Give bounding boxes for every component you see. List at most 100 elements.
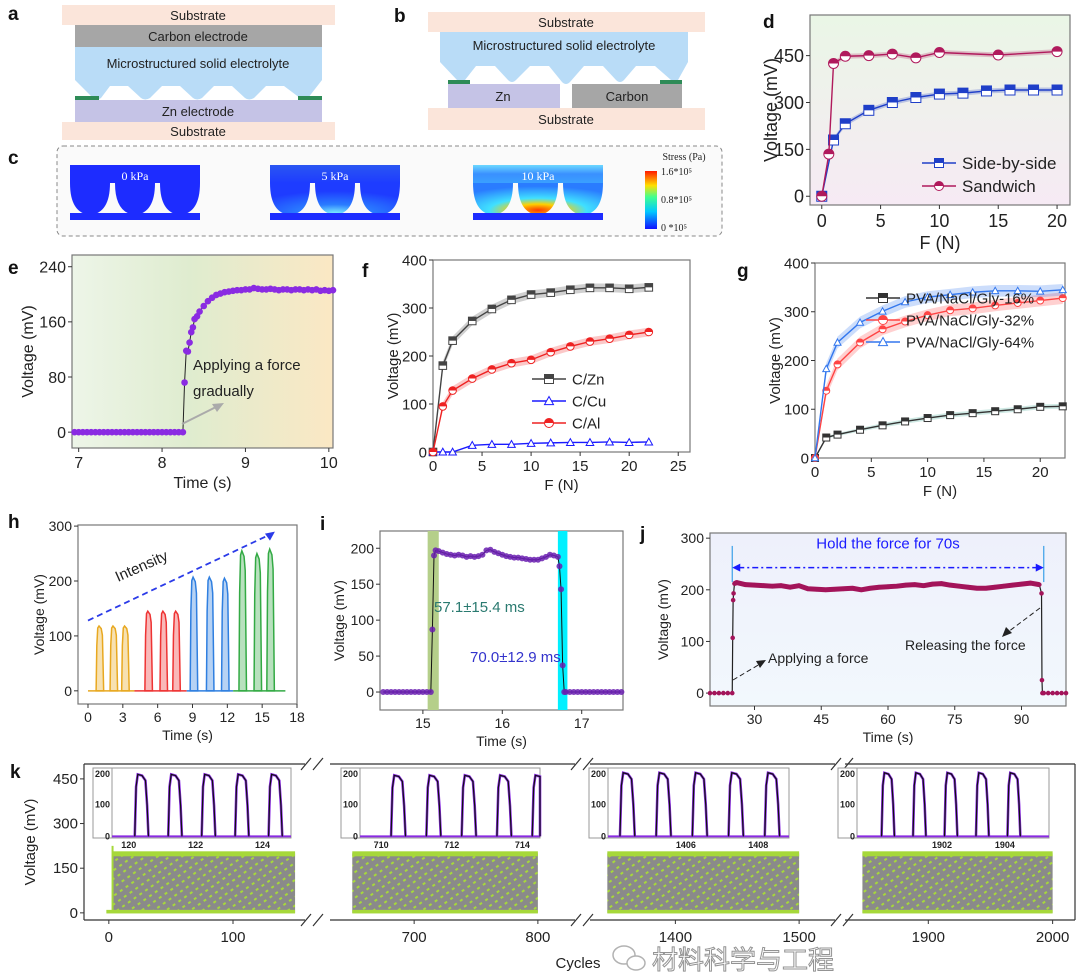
circle-marker-fill bbox=[901, 318, 909, 322]
inset-pulse bbox=[531, 774, 541, 837]
data-point bbox=[1054, 690, 1060, 696]
y-tick-label: 0 bbox=[801, 450, 809, 467]
colorbar-tick-min: 0 *10⁵ bbox=[661, 223, 687, 234]
circle-marker-fill bbox=[586, 337, 594, 342]
data-point bbox=[903, 582, 909, 588]
triangle-marker bbox=[543, 395, 555, 406]
x-tick-label: 0 bbox=[84, 709, 92, 725]
axis-break-icon bbox=[300, 913, 324, 927]
trace-baseline bbox=[352, 909, 538, 914]
x-tick-label: 30 bbox=[747, 711, 763, 727]
pressure-label: 10 kPa bbox=[522, 169, 556, 183]
inset-pulse bbox=[727, 772, 744, 837]
square-marker-fill bbox=[946, 411, 954, 416]
data-point bbox=[1063, 690, 1069, 696]
square-marker-fill bbox=[957, 88, 968, 94]
y-tick-label: 0 bbox=[64, 683, 72, 699]
pulse-peak bbox=[205, 575, 215, 692]
triangle-marker bbox=[810, 453, 820, 462]
axis-break-icon bbox=[300, 757, 324, 771]
annotation-text: gradually bbox=[193, 383, 254, 400]
panel-label-i: i bbox=[320, 514, 325, 535]
data-point bbox=[948, 582, 953, 588]
data-point bbox=[912, 582, 917, 587]
x-axis-label: Time (s) bbox=[173, 475, 231, 492]
inset-pulse bbox=[496, 774, 513, 837]
circle-marker-fill bbox=[448, 386, 457, 391]
data-point bbox=[721, 690, 726, 696]
base-plate bbox=[270, 213, 400, 220]
bottom-substrate bbox=[428, 108, 705, 130]
simulation-0kpa: 0 kPa bbox=[70, 165, 200, 220]
y-tick-label: 100 bbox=[784, 402, 809, 419]
inset-pulse bbox=[880, 771, 896, 837]
data-point bbox=[867, 585, 873, 591]
x-tick-label: 15 bbox=[988, 211, 1008, 231]
inset-y-tick-label: 100 bbox=[840, 800, 855, 810]
trace-peak-envelope bbox=[112, 851, 296, 857]
y-tick-label: 300 bbox=[681, 530, 705, 546]
x-tick-label: 7 bbox=[74, 455, 83, 472]
data-point bbox=[965, 584, 971, 590]
y-tick-label: 0 bbox=[366, 684, 374, 700]
data-point bbox=[181, 379, 188, 386]
data-point bbox=[1010, 582, 1015, 588]
data-point bbox=[778, 583, 784, 588]
data-point bbox=[1001, 583, 1006, 589]
panel-label-j: j bbox=[639, 524, 645, 545]
y-tick-label: 450 bbox=[774, 46, 804, 66]
panel-j-plot: 30 45 60 75 90 0 100 200 300 Time (s) Voltage (mV)… bbox=[655, 530, 1069, 745]
legend-label: C/Zn bbox=[572, 371, 605, 388]
x-tick-label: 8 bbox=[158, 455, 167, 472]
series-line bbox=[432, 286, 649, 453]
inset-x-tick-label: 712 bbox=[444, 840, 459, 850]
inset-plot: 0 100 200 1406 1408 bbox=[588, 767, 790, 850]
triangle-marker bbox=[1013, 286, 1023, 295]
annotation-text: Applying a force bbox=[193, 357, 301, 374]
y-tick-label: 400 bbox=[402, 252, 427, 269]
panel-label-g: g bbox=[737, 261, 749, 282]
data-point bbox=[814, 586, 820, 592]
y-tick-label: 200 bbox=[784, 353, 809, 370]
data-point bbox=[618, 689, 625, 696]
y-tick-label: 200 bbox=[351, 540, 375, 556]
data-point bbox=[805, 586, 811, 592]
square-marker-fill bbox=[878, 293, 888, 298]
square-marker-fill bbox=[1005, 85, 1015, 90]
response-time-band bbox=[557, 531, 568, 710]
plot-frame bbox=[379, 530, 624, 711]
inset-y-tick-label: 0 bbox=[105, 831, 110, 841]
y-tick-label: 400 bbox=[784, 255, 809, 272]
inset-x-tick-label: 714 bbox=[515, 840, 530, 850]
inset-plot: 0 100 200 120 122 124 bbox=[92, 767, 292, 850]
circle-marker-fill bbox=[946, 306, 954, 311]
inset-y-tick-label: 100 bbox=[95, 800, 110, 810]
inset-x-tick-label: 122 bbox=[188, 840, 203, 850]
y-tick-label: 200 bbox=[402, 348, 427, 365]
x-tick-label: 0 bbox=[105, 929, 113, 946]
data-point bbox=[787, 584, 793, 590]
square-marker-fill bbox=[527, 290, 535, 295]
data-point bbox=[850, 585, 855, 591]
panel-e-plot: 7 8 9 10 0 80 160 240 Time (s) Voltage (mV) Applyi… bbox=[20, 254, 338, 492]
hemispheres bbox=[270, 183, 400, 215]
diagram-side-by-side: Substrate Microstructured solid electrol… bbox=[428, 12, 705, 130]
data-point bbox=[712, 690, 717, 696]
intensity-label: Intensity bbox=[113, 547, 171, 585]
square-marker-fill bbox=[1036, 403, 1044, 407]
circle-marker-fill bbox=[544, 418, 554, 423]
triangle-marker bbox=[833, 337, 842, 346]
inset-plot: 0 100 200 710 712 714 bbox=[340, 767, 542, 850]
data-point bbox=[743, 582, 748, 587]
inset-x-tick-label: 1406 bbox=[676, 840, 696, 850]
trace-baseline bbox=[862, 909, 1053, 914]
data-point bbox=[725, 690, 731, 696]
x-tick-label: 20 bbox=[621, 458, 638, 475]
data-point bbox=[329, 286, 337, 294]
y-axis-label: Voltage (mV) bbox=[31, 574, 47, 655]
inset-x-tick-label: 710 bbox=[374, 840, 389, 850]
carbon-label: Carbon bbox=[606, 89, 649, 104]
response-time-label: 70.0±12.9 ms bbox=[470, 649, 561, 666]
pulse-peak bbox=[266, 546, 276, 692]
hold-label: Hold the force for 70s bbox=[816, 535, 959, 552]
